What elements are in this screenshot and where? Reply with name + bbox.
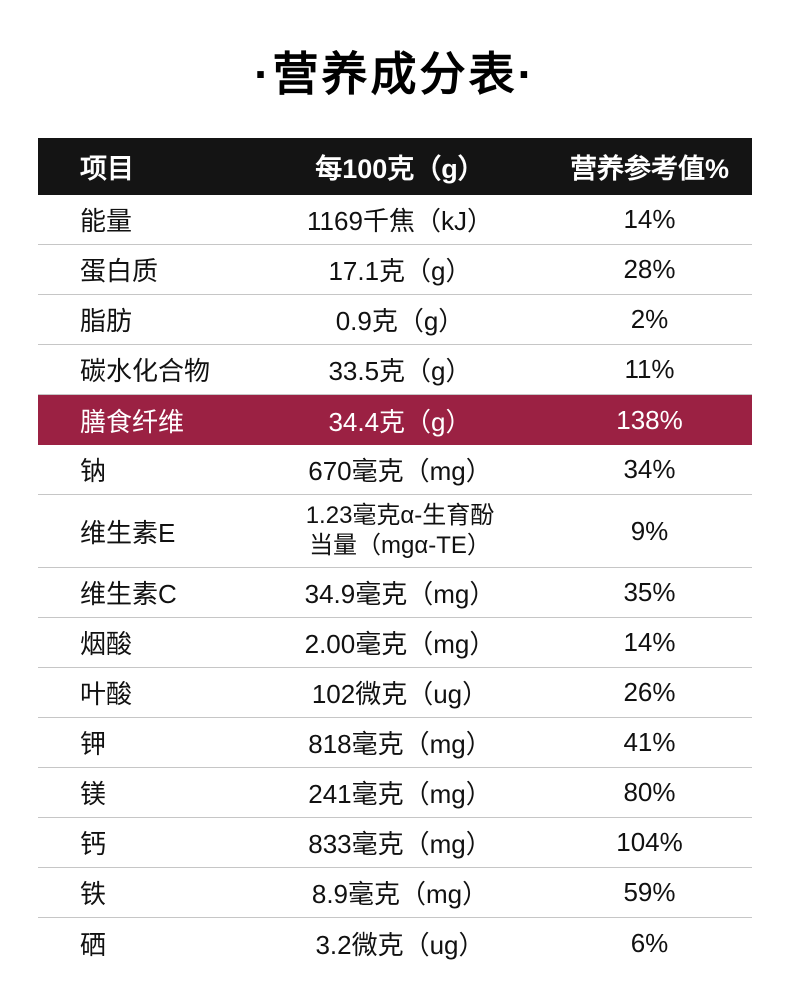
row-per-100g-value: 102微克（ug） [311, 679, 489, 709]
table-row: 烟酸 2.00毫克（mg） 14% [38, 618, 752, 668]
row-item-name: 铁 [80, 879, 107, 909]
table-row: 维生素E 1.23毫克α-生育酚 当量（mgα-TE） 9% [38, 495, 752, 568]
row-item-name: 维生素C [80, 579, 177, 609]
row-item-name: 镁 [80, 779, 107, 809]
table-row: 碳水化合物 33.5克（g） 11% [38, 345, 752, 395]
table-row: 钾 818毫克（mg） 41% [38, 718, 752, 768]
row-item-name: 脂肪 [80, 306, 133, 336]
row-nrv-percent: 104% [616, 827, 683, 857]
table-row: 钠 670毫克（mg） 34% [38, 445, 752, 495]
row-per-100g-value: 17.1克（g） [328, 256, 472, 286]
table-row: 硒 3.2微克（ug） 6% [38, 918, 752, 968]
nutrition-table: 项目 每100克（g） 营养参考值% 能量 1169千焦（kJ） 14% 蛋白质 17.… [38, 138, 752, 968]
row-nrv-percent: 26% [623, 677, 676, 707]
row-per-100g-value: 1169千焦（kJ） [307, 206, 493, 236]
header-nrv-column: 营养参考值% [569, 154, 729, 184]
row-per-100g-value: 8.9毫克（mg） [311, 879, 489, 909]
row-item-name: 膳食纤维 [80, 406, 185, 437]
row-nrv-percent: 14% [623, 204, 676, 234]
row-per-100g-value: 2.00毫克（mg） [304, 629, 496, 659]
row-per-100g-value: 818毫克（mg） [308, 729, 492, 759]
row-item-name: 碳水化合物 [80, 356, 211, 386]
row-nrv-percent: 14% [623, 627, 676, 657]
row-per-100g-value: 34.9毫克（mg） [304, 579, 496, 609]
header-per-100g-column: 每100克（g） [315, 154, 485, 184]
nutrition-table-body: 能量 1169千焦（kJ） 14% 蛋白质 17.1克（g） 28% 脂肪 0.9克（g） 2%… [38, 195, 752, 968]
row-per-100g-value: 670毫克（mg） [308, 456, 492, 486]
row-nrv-percent: 28% [623, 254, 676, 284]
table-row: 蛋白质 17.1克（g） 28% [38, 245, 752, 295]
table-row: 叶酸 102微克（ug） 26% [38, 668, 752, 718]
row-item-name: 叶酸 [80, 679, 133, 709]
page-title: ·营养成分表· [254, 48, 536, 100]
header-item-column: 项目 [80, 154, 134, 184]
row-nrv-percent: 6% [630, 927, 669, 958]
table-header-row: 项目 每100克（g） 营养参考值% [38, 138, 752, 195]
table-row: 钙 833毫克（mg） 104% [38, 818, 752, 868]
row-nrv-percent: 34% [623, 454, 676, 484]
row-item-name: 烟酸 [80, 629, 133, 659]
row-nrv-percent: 35% [623, 577, 676, 607]
row-per-100g-value: 1.23毫克α-生育酚 当量（mgα-TE） [305, 502, 495, 559]
row-item-name: 蛋白质 [80, 256, 159, 286]
table-row: 铁 8.9毫克（mg） 59% [38, 868, 752, 918]
row-nrv-percent: 80% [623, 777, 676, 807]
row-item-name: 钙 [80, 829, 107, 859]
row-nrv-percent: 138% [616, 404, 683, 435]
row-per-100g-value: 833毫克（mg） [308, 829, 492, 859]
row-per-100g-value: 33.5克（g） [328, 356, 472, 386]
row-per-100g-value: 3.2微克（ug） [315, 929, 485, 960]
row-nrv-percent: 59% [623, 877, 676, 907]
row-nrv-percent: 41% [623, 727, 676, 757]
table-row: 脂肪 0.9克（g） 2% [38, 295, 752, 345]
table-row: 镁 241毫克（mg） 80% [38, 768, 752, 818]
row-item-name: 硒 [80, 929, 107, 960]
row-nrv-percent: 2% [630, 304, 669, 334]
row-item-name: 钾 [80, 729, 107, 759]
table-row: 维生素C 34.9毫克（mg） 35% [38, 568, 752, 618]
row-nrv-percent: 9% [630, 515, 669, 546]
table-row: 膳食纤维 34.4克（g） 138% [38, 395, 752, 445]
row-item-name: 维生素E [80, 517, 176, 548]
row-per-100g-value: 241毫克（mg） [308, 779, 492, 809]
table-row: 能量 1169千焦（kJ） 14% [38, 195, 752, 245]
row-nrv-percent: 11% [624, 354, 675, 384]
row-item-name: 钠 [80, 456, 107, 486]
row-per-100g-value: 0.9克（g） [335, 306, 465, 336]
row-per-100g-value: 34.4克（g） [328, 406, 472, 437]
row-item-name: 能量 [80, 206, 133, 236]
